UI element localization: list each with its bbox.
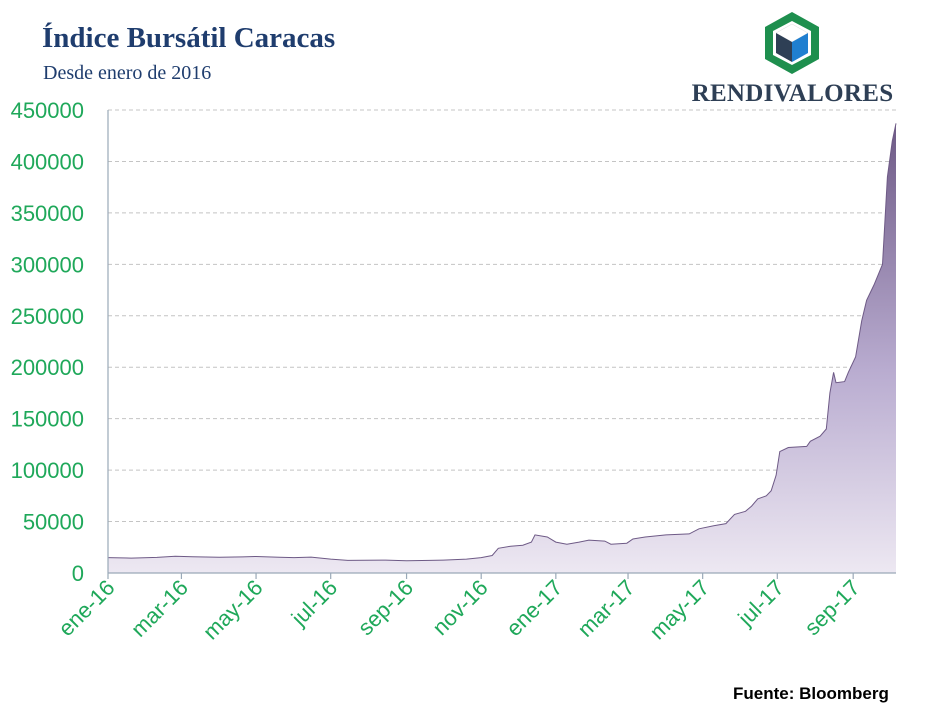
y-tick-label: 250000	[11, 304, 84, 329]
y-tick-label: 200000	[11, 355, 84, 380]
x-tick-label: sep-17	[799, 575, 864, 640]
x-tick-label: may-16	[198, 575, 268, 645]
x-tick-label: mar-16	[126, 575, 193, 642]
y-tick-label: 0	[72, 561, 84, 586]
y-tick-label: 350000	[11, 201, 84, 226]
brand-name: RENDIVALORES	[691, 80, 894, 107]
x-tick-label: may-17	[645, 575, 715, 645]
brand-logo: RENDIVALORES	[690, 8, 900, 108]
x-axis-ticks: ene-16 mar-16 may-16 jul-16 sep-16 nov-16 ene-…	[53, 573, 865, 645]
x-tick-label: ene-17	[501, 575, 567, 641]
x-tick-label: ene-16	[53, 575, 119, 641]
chart-title: Índice Bursátil Caracas	[42, 22, 336, 54]
y-tick-label: 400000	[11, 149, 84, 174]
x-tick-label: jul-16	[286, 575, 342, 631]
gridlines	[108, 109, 896, 523]
source-note: Fuente: Bloomberg	[733, 684, 889, 703]
x-tick-label: jul-17	[732, 575, 788, 631]
y-tick-label: 300000	[11, 252, 84, 277]
y-tick-label: 50000	[23, 510, 84, 535]
chart-subtitle: Desde enero de 2016	[43, 62, 212, 84]
series-line	[107, 123, 897, 562]
y-tick-label: 450000	[11, 98, 84, 123]
x-tick-label: nov-16	[427, 575, 492, 640]
x-tick-label: mar-17	[573, 575, 640, 642]
y-axis-ticks: 0 50000 100000 150000 200000 250000 300000 3500…	[11, 98, 84, 586]
x-tick-label: sep-16	[353, 575, 418, 640]
series-area	[108, 123, 896, 574]
y-tick-label: 100000	[11, 458, 84, 483]
cube-hexagon-icon	[765, 12, 819, 74]
y-tick-label: 150000	[11, 407, 84, 432]
